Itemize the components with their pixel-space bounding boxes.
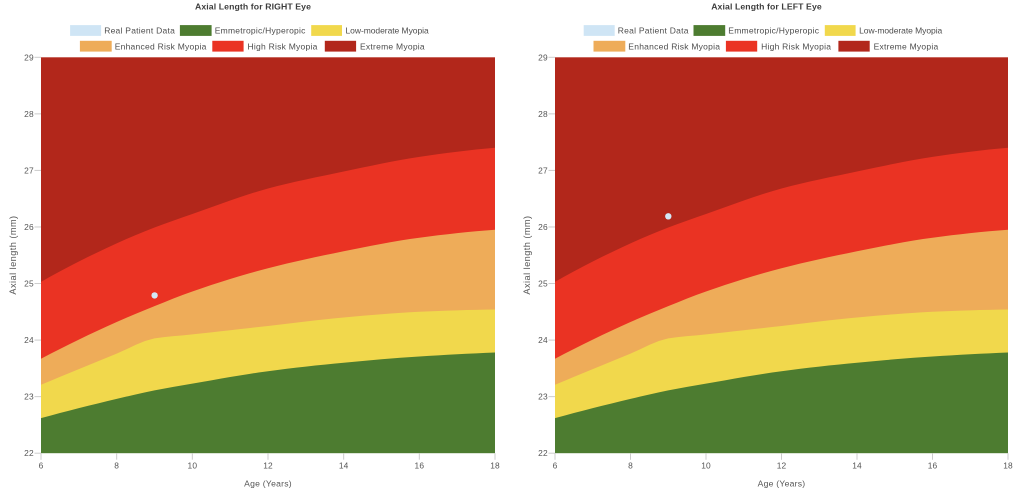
svg-text:16: 16 [415,461,425,471]
svg-text:Extreme Myopia: Extreme Myopia [874,41,939,51]
svg-text:14: 14 [339,461,349,471]
svg-text:10: 10 [188,461,198,471]
svg-text:High Risk Myopia: High Risk Myopia [761,41,831,51]
svg-text:14: 14 [852,461,862,471]
svg-text:High Risk Myopia: High Risk Myopia [248,41,318,51]
svg-text:Enhanced Risk Myopia: Enhanced Risk Myopia [628,41,720,51]
svg-text:8: 8 [628,461,633,471]
svg-text:22: 22 [538,448,548,458]
svg-text:Real Patient Data: Real Patient Data [618,26,689,36]
svg-text:Emmetropic/Hyperopic: Emmetropic/Hyperopic [728,26,819,36]
svg-text:18: 18 [1003,461,1013,471]
svg-text:Axial length (mm): Axial length (mm) [8,215,18,294]
svg-text:18: 18 [490,461,500,471]
svg-text:27: 27 [538,165,548,175]
svg-text:Enhanced Risk Myopia: Enhanced Risk Myopia [115,41,207,51]
svg-text:6: 6 [39,461,44,471]
svg-text:24: 24 [538,335,548,345]
svg-text:22: 22 [24,448,34,458]
svg-text:Age (Years): Age (Years) [758,479,806,489]
svg-text:28: 28 [24,109,34,119]
svg-text:12: 12 [263,461,273,471]
svg-text:Emmetropic/Hyperopic: Emmetropic/Hyperopic [215,26,306,36]
svg-text:8: 8 [114,461,119,471]
svg-text:Age (Years): Age (Years) [244,479,292,489]
svg-text:24: 24 [24,335,34,345]
svg-text:29: 29 [538,52,548,62]
svg-text:Low-moderate Myopia: Low-moderate Myopia [859,26,942,36]
svg-text:Axial length (mm): Axial length (mm) [522,215,532,294]
svg-text:Real Patient Data: Real Patient Data [104,26,175,36]
svg-text:29: 29 [24,52,34,62]
svg-text:28: 28 [538,109,548,119]
svg-text:Low-moderate Myopia: Low-moderate Myopia [346,26,429,36]
svg-text:25: 25 [538,279,548,289]
svg-text:6: 6 [553,461,558,471]
svg-text:26: 26 [538,222,548,232]
svg-text:Extreme Myopia: Extreme Myopia [360,41,425,51]
svg-text:10: 10 [701,461,711,471]
svg-text:25: 25 [24,279,34,289]
svg-text:12: 12 [777,461,787,471]
svg-text:Axial Length for LEFT Eye: Axial Length for LEFT Eye [711,2,822,12]
svg-text:16: 16 [928,461,938,471]
svg-text:23: 23 [24,392,34,402]
svg-text:23: 23 [538,392,548,402]
svg-text:Axial Length for RIGHT Eye: Axial Length for RIGHT Eye [195,2,311,12]
svg-text:27: 27 [24,165,34,175]
svg-text:26: 26 [24,222,34,232]
